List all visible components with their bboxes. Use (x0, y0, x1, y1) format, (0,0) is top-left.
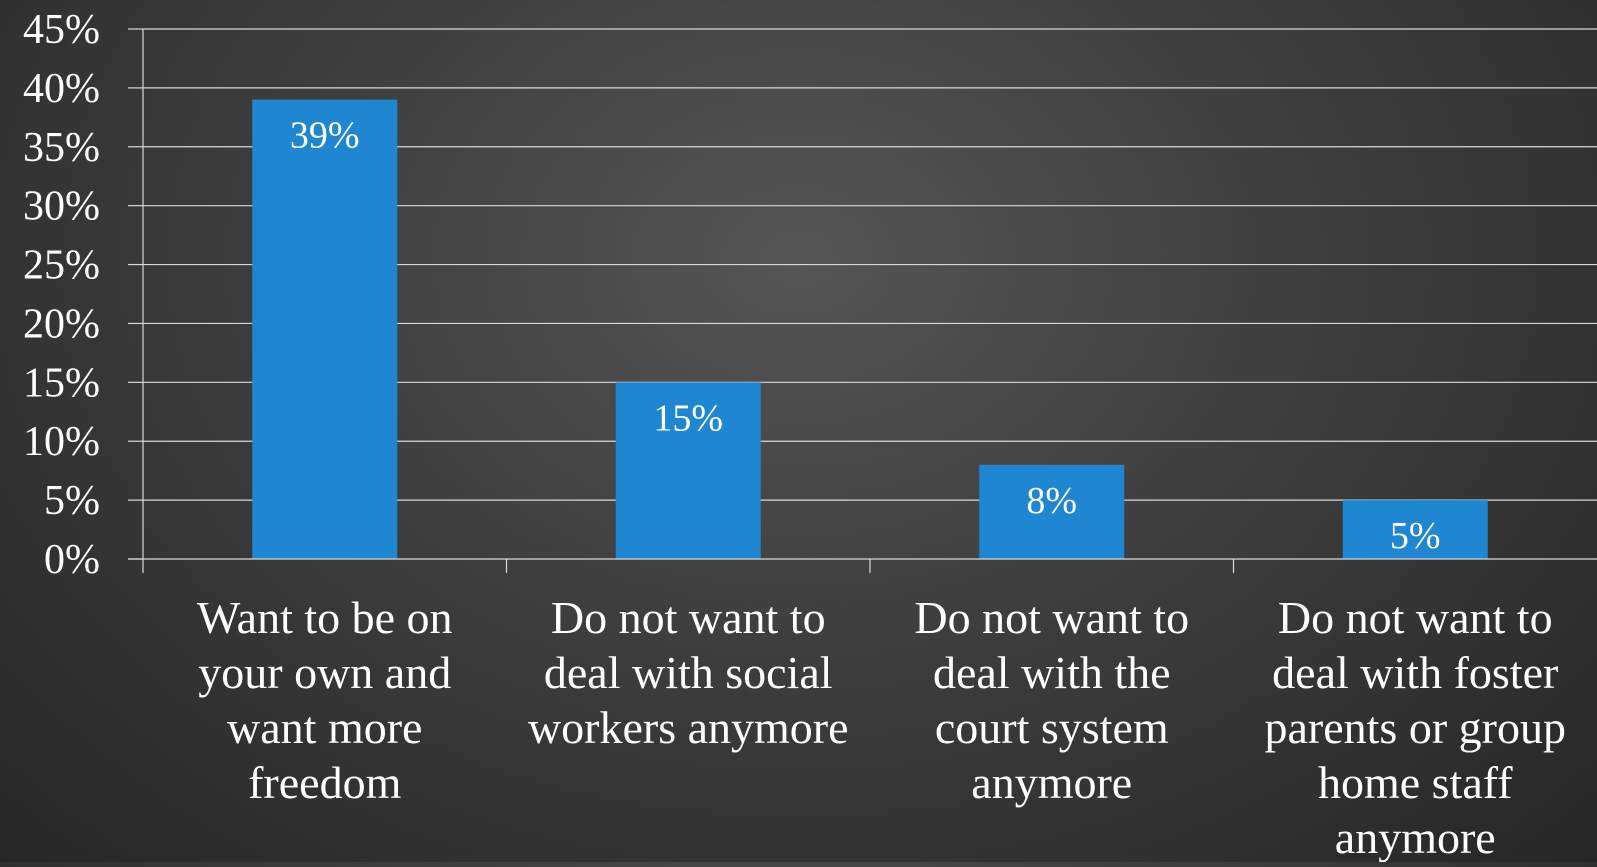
x-tick-label-line: home staff (1318, 757, 1513, 808)
x-tick-label-line: Do not want to (1278, 592, 1553, 643)
data-label: 8% (1026, 480, 1077, 522)
y-tick-label: 10% (23, 419, 100, 465)
x-tick-label: Want to be on your own and want more freedo… (197, 592, 453, 808)
x-tick-label: Do not want to deal with social workers an… (528, 592, 849, 753)
y-tick-label: 25% (23, 243, 100, 289)
x-tick-label-line: anymore (971, 757, 1132, 808)
y-tick-labels: 0% 5% 10% 15% 20% 25% 30% 35% 40% 45% (23, 7, 100, 583)
x-tick-label-line: deal with social (544, 647, 833, 698)
data-labels: 39% 15% 8% 5% (290, 115, 1441, 557)
x-tick-label-line: your own and (198, 647, 451, 698)
y-tick-label: 0% (44, 537, 100, 583)
y-tick-label: 15% (23, 360, 100, 406)
x-tick-label-line: court system (935, 702, 1169, 753)
bar (615, 382, 761, 559)
bar (252, 99, 398, 560)
y-tick-label: 5% (44, 478, 100, 524)
x-tick-label-line: Want to be on (197, 592, 453, 643)
x-tick-label-line: anymore (1335, 812, 1496, 862)
x-tick-label-line: parents or group (1265, 702, 1566, 753)
x-tick-label-line: deal with the (933, 647, 1171, 698)
data-label: 15% (653, 397, 723, 439)
x-tick-label-line: Do not want to (551, 592, 826, 643)
x-tick-label-line: Do not want to (914, 592, 1189, 643)
y-tick-label: 40% (23, 66, 100, 112)
x-tick-label-line: workers anymore (528, 702, 849, 753)
y-tick-label: 20% (23, 301, 100, 347)
x-tick-label-line: freedom (248, 757, 401, 808)
x-tick-label: Do not want to deal with foster parents or… (1265, 592, 1566, 862)
bar (979, 464, 1125, 559)
y-tick-label: 30% (23, 184, 100, 230)
y-tick-label: 45% (23, 7, 100, 53)
y-tick-label: 35% (23, 125, 100, 171)
x-tick-label-line: deal with foster (1272, 647, 1558, 698)
x-tick-label: Do not want to deal with the court system a… (914, 592, 1189, 808)
x-tick-label-line: want more (227, 702, 422, 753)
x-tick-labels: Want to be on your own and want more freedo… (197, 592, 1566, 863)
data-label: 5% (1390, 515, 1441, 557)
axes (128, 28, 1597, 573)
bars (252, 99, 1488, 560)
data-label: 39% (290, 115, 360, 157)
bar (1342, 500, 1488, 559)
